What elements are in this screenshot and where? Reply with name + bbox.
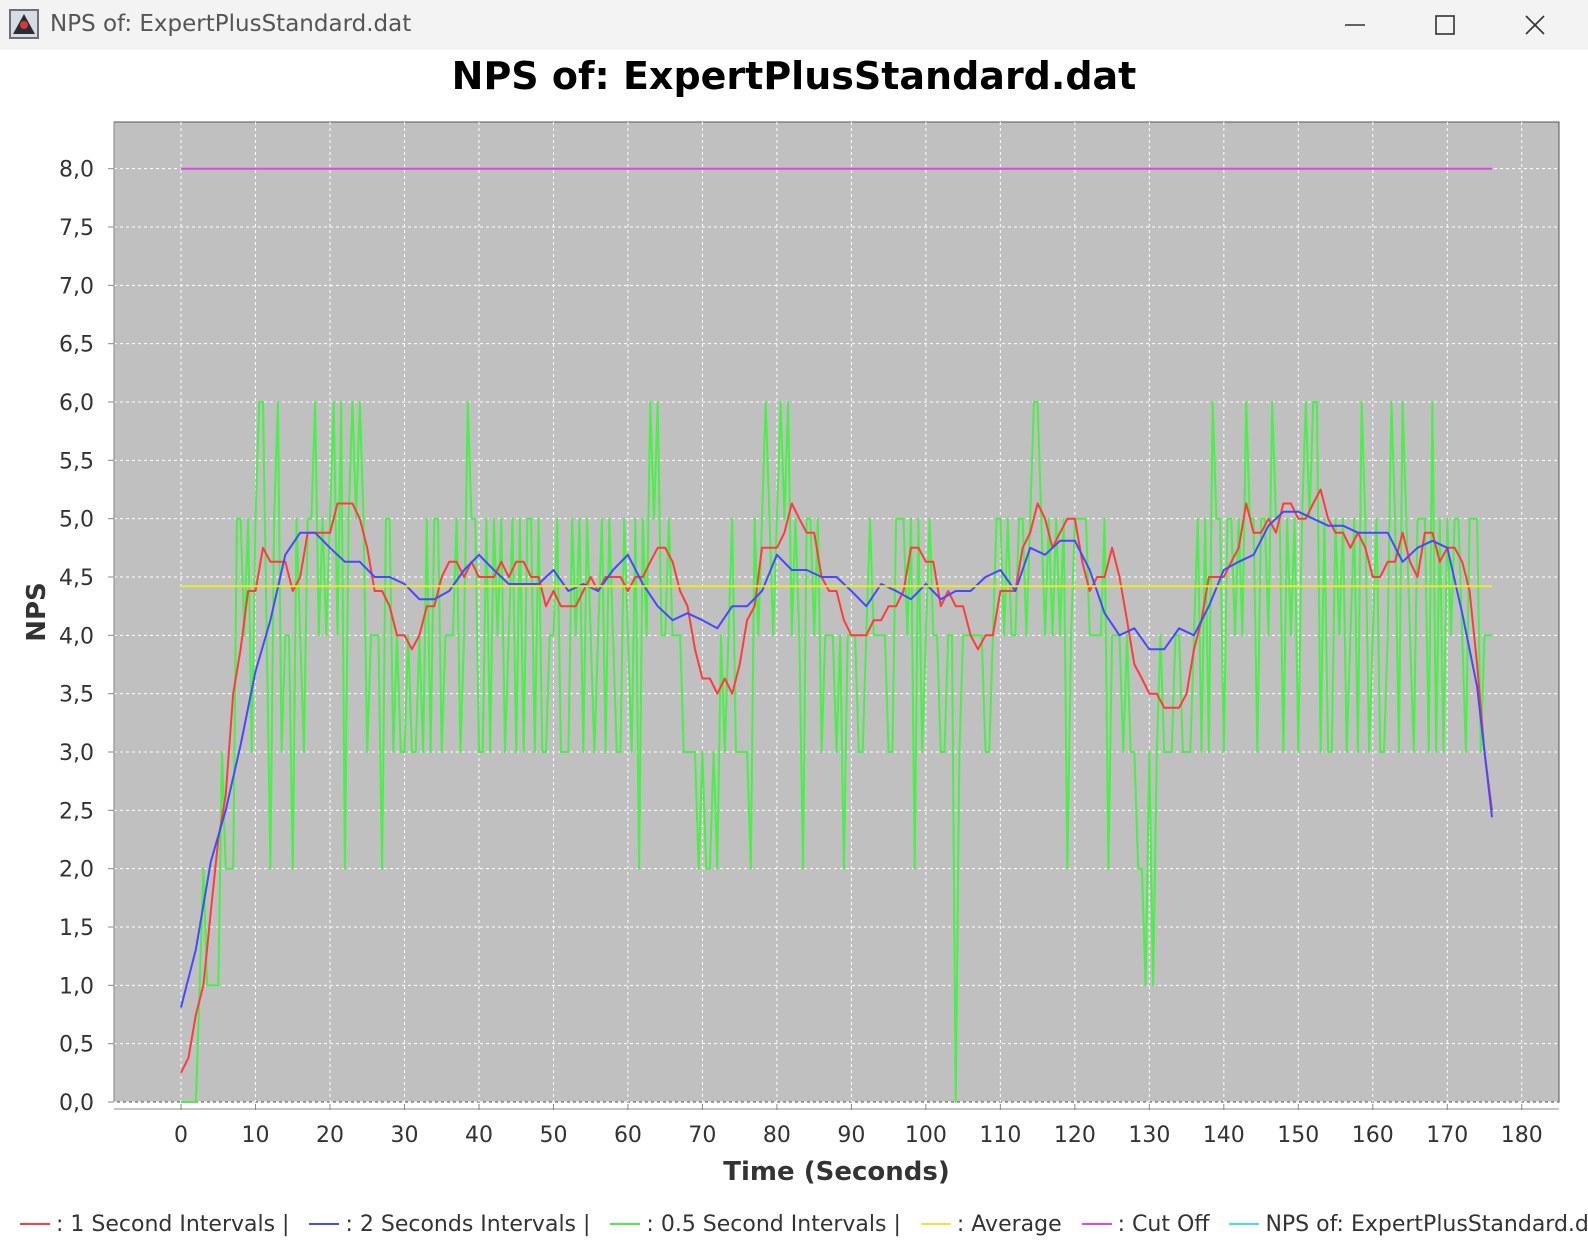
plot-area [113, 121, 1560, 1103]
legend-label: : 1 Second Intervals | [56, 1211, 290, 1237]
window-titlebar: NPS of: ExpertPlusStandard.dat [0, 0, 1588, 50]
window-title: NPS of: ExpertPlusStandard.dat [50, 11, 412, 37]
series-line-2 [181, 401, 1492, 1103]
legend-item: : 1 Second Intervals | [20, 1212, 289, 1237]
maximize-icon [1435, 15, 1455, 35]
legend-label: : Cut Off [1117, 1211, 1210, 1237]
legend-swatch [1229, 1223, 1260, 1225]
x-tick-label: 10 [242, 1123, 270, 1148]
y-tick-label: 2,5 [59, 799, 94, 824]
y-tick-label: 1,0 [59, 974, 94, 999]
legend-label: : 0.5 Second Intervals | [646, 1211, 901, 1237]
x-tick-label: 130 [1128, 1123, 1170, 1148]
x-tick-label: 50 [539, 1123, 567, 1148]
y-tick-label: 6,0 [59, 391, 94, 416]
legend-swatch [20, 1223, 50, 1225]
chart-legend: : 1 Second Intervals | : 2 Seconds Interv… [20, 1206, 1588, 1242]
legend-label: : Average [956, 1211, 1062, 1237]
legend-swatch [610, 1223, 641, 1225]
chart-title: NPS of: ExpertPlusStandard.dat [451, 54, 1137, 98]
maximize-button[interactable] [1400, 0, 1490, 50]
close-icon [1525, 15, 1545, 35]
minimize-icon [1345, 24, 1365, 26]
x-tick-label: 140 [1203, 1123, 1245, 1148]
legend-swatch [1081, 1223, 1112, 1225]
y-tick-label: 3,5 [59, 683, 94, 708]
x-tick-label: 60 [614, 1123, 642, 1148]
y-tick-label: 1,5 [59, 916, 94, 941]
y-tick-label: 2,0 [59, 858, 94, 883]
legend-swatch [920, 1223, 951, 1225]
x-axis-label: Time (Seconds) [723, 1157, 949, 1187]
legend-item: : 2 Seconds Intervals | [309, 1212, 590, 1237]
series-line-0 [180, 488, 1493, 1074]
y-tick-label: 7,5 [59, 216, 94, 241]
close-button[interactable] [1490, 0, 1580, 50]
y-tick-label: 3,0 [59, 741, 94, 766]
x-tick-label: 170 [1426, 1123, 1468, 1148]
x-tick-label: 0 [174, 1123, 188, 1148]
x-tick-label: 40 [465, 1123, 493, 1148]
legend-item: : Average [920, 1211, 1062, 1237]
x-tick-label: 80 [763, 1123, 791, 1148]
java-app-icon [9, 9, 39, 39]
x-tick-label: 180 [1501, 1123, 1543, 1148]
y-axis-label: NPS [22, 582, 52, 642]
y-tick-label: 4,0 [59, 624, 94, 649]
x-tick-label: 100 [905, 1123, 947, 1148]
legend-label: NPS of: ExpertPlusStandard.dat [1265, 1211, 1588, 1237]
y-tick-label: 5,5 [59, 449, 94, 474]
x-tick-label: 70 [688, 1123, 716, 1148]
y-tick-label: 5,0 [59, 508, 94, 533]
y-tick-label: 0,0 [59, 1091, 94, 1116]
x-tick-label: 90 [837, 1123, 865, 1148]
series-line-1 [180, 510, 1493, 1008]
legend-item: : Cut Off [1081, 1211, 1210, 1237]
legend-item: : 0.5 Second Intervals | [610, 1211, 901, 1237]
y-tick-label: 4,5 [59, 566, 94, 591]
y-tick-label: 8,0 [59, 158, 94, 183]
y-tick-label: 7,0 [59, 274, 94, 299]
x-tick-label: 110 [979, 1123, 1021, 1148]
x-tick-label: 20 [316, 1123, 344, 1148]
legend-swatch [309, 1223, 340, 1225]
legend-item: NPS of: ExpertPlusStandard.dat [1229, 1212, 1588, 1237]
x-tick-label: 160 [1352, 1123, 1394, 1148]
y-tick-label: 6,5 [59, 333, 94, 358]
y-tick-label: 0,5 [59, 1033, 94, 1058]
legend-label: : 2 Seconds Intervals | [345, 1211, 591, 1237]
x-tick-label: 30 [390, 1123, 418, 1148]
x-tick-label: 120 [1054, 1123, 1096, 1148]
x-tick-label: 150 [1277, 1123, 1319, 1148]
nps-line-chart: 0,0 0,5 1,0 1,5 2,0 2,5 3,0 3,5 4,0 4,5 5,0 5,5 6,0 6… [22, 121, 1560, 1187]
minimize-button[interactable] [1310, 0, 1400, 50]
